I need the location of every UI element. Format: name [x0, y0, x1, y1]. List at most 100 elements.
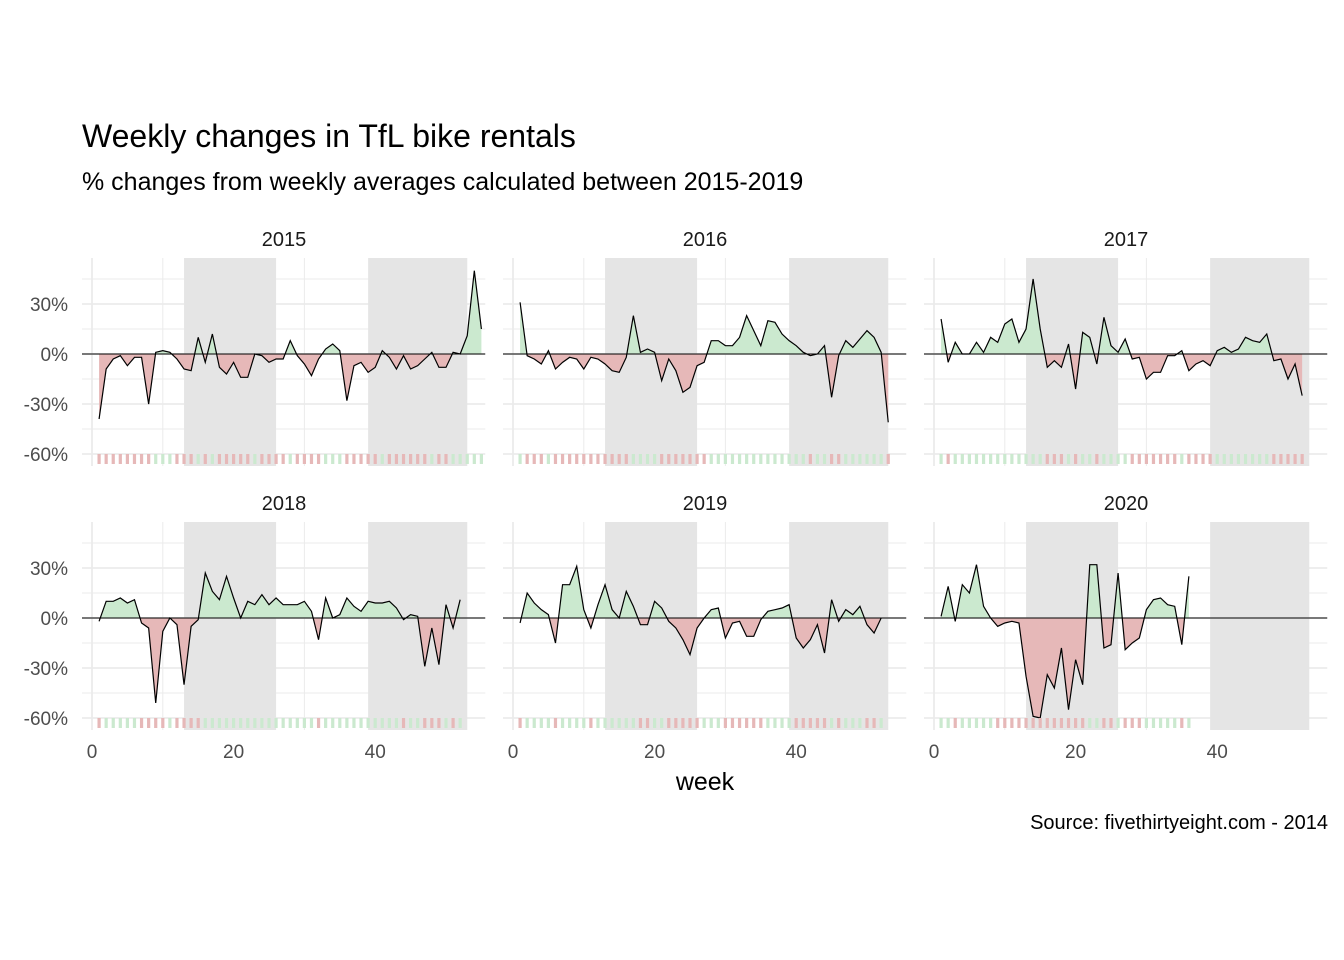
rug-mark	[539, 454, 543, 464]
rug-mark	[787, 454, 791, 464]
rug-mark	[331, 454, 335, 464]
rug-mark	[324, 454, 328, 464]
rug-mark	[139, 454, 144, 464]
rug-mark	[444, 718, 448, 728]
rug-mark	[844, 718, 848, 728]
rug-mark	[596, 718, 600, 728]
rug-mark	[366, 454, 370, 464]
rug-mark	[1038, 454, 1042, 464]
rug-mark	[589, 718, 593, 728]
rug-mark	[253, 454, 257, 464]
y-tick-label: -30%	[24, 659, 68, 680]
panel-label: 2020	[1104, 493, 1149, 515]
rug-mark	[401, 718, 406, 728]
rug-mark	[423, 718, 427, 728]
rug-mark	[752, 454, 756, 464]
rug-mark	[865, 718, 869, 728]
rug-mark	[1151, 718, 1156, 728]
rug-mark	[345, 454, 349, 464]
rug-mark	[316, 454, 321, 464]
rug-mark	[1017, 718, 1021, 728]
rug-mark	[1258, 454, 1262, 464]
rug-mark	[946, 718, 950, 728]
rug-mark	[794, 718, 798, 728]
rug-mark	[858, 718, 862, 728]
rug-mark	[1137, 454, 1141, 464]
rug-mark	[1180, 454, 1184, 464]
rug-mark	[139, 718, 144, 728]
rug-mark	[716, 454, 720, 464]
rug-mark	[1074, 718, 1078, 728]
shaded-band	[184, 522, 277, 730]
rug-mark	[352, 454, 356, 464]
rug-mark	[1031, 454, 1035, 464]
rug-mark	[1130, 718, 1134, 728]
x-tick-label: 0	[87, 742, 98, 763]
rug-mark	[953, 718, 957, 728]
series-area-negative	[520, 618, 882, 655]
rug-mark	[97, 454, 101, 464]
rug-mark	[97, 718, 101, 728]
rug-mark	[553, 718, 558, 728]
rug-mark	[387, 454, 391, 464]
rug-mark	[1208, 454, 1212, 464]
rug-mark	[560, 718, 565, 728]
rug-mark	[546, 454, 550, 464]
rug-mark	[1144, 454, 1148, 464]
rug-mark	[1173, 718, 1177, 728]
rug-mark	[872, 454, 876, 464]
rug-mark	[196, 454, 200, 464]
rug-mark	[695, 454, 699, 464]
rug-mark	[1144, 718, 1148, 728]
rug-mark	[645, 718, 650, 728]
rug-mark	[773, 718, 777, 728]
rug-mark	[981, 718, 986, 728]
rug-mark	[638, 454, 643, 464]
rug-mark	[1251, 454, 1255, 464]
rug-mark	[773, 454, 777, 464]
rug-mark	[582, 454, 586, 464]
y-tick-label: 0%	[41, 609, 69, 630]
rug-mark	[709, 454, 713, 464]
rug-mark	[525, 454, 529, 464]
x-tick-label: 0	[929, 742, 940, 763]
rug-mark	[309, 454, 314, 464]
rug-mark	[125, 718, 129, 728]
rug-mark	[716, 718, 720, 728]
rug-mark	[302, 454, 306, 464]
rug-mark	[709, 718, 713, 728]
rug-mark	[359, 454, 363, 464]
rug-mark	[104, 454, 108, 464]
rug-mark	[239, 718, 243, 728]
rug-mark	[1123, 718, 1127, 728]
rug-mark	[161, 718, 165, 728]
rug-mark	[118, 454, 122, 464]
rug-mark	[974, 718, 979, 728]
rug-mark	[674, 454, 678, 464]
rug-mark	[653, 454, 657, 464]
rug-mark	[373, 454, 377, 464]
rug-mark	[688, 454, 692, 464]
rug-mark	[1116, 718, 1120, 728]
rug-mark	[430, 454, 434, 464]
rug-mark	[111, 454, 115, 464]
rug-mark	[1166, 718, 1170, 728]
rug-mark	[479, 454, 483, 464]
panel-2019: 2019 0 20 40	[503, 493, 907, 763]
rug-mark	[967, 718, 971, 728]
rug-mark	[331, 718, 335, 728]
rug-mark	[624, 454, 628, 464]
rug-mark	[295, 454, 299, 464]
rug-mark	[1236, 454, 1241, 464]
x-tick-label: 20	[644, 742, 665, 763]
rug-mark	[837, 454, 841, 464]
rug-mark	[409, 718, 413, 728]
rug-mark	[752, 718, 756, 728]
rug-mark	[182, 718, 186, 728]
rug-mark	[111, 718, 115, 728]
panel-2016: 2016	[503, 229, 907, 466]
rug-mark	[1194, 454, 1198, 464]
rug-mark	[1017, 454, 1021, 464]
series-area-positive	[941, 279, 1303, 354]
rug-mark	[1095, 718, 1099, 728]
